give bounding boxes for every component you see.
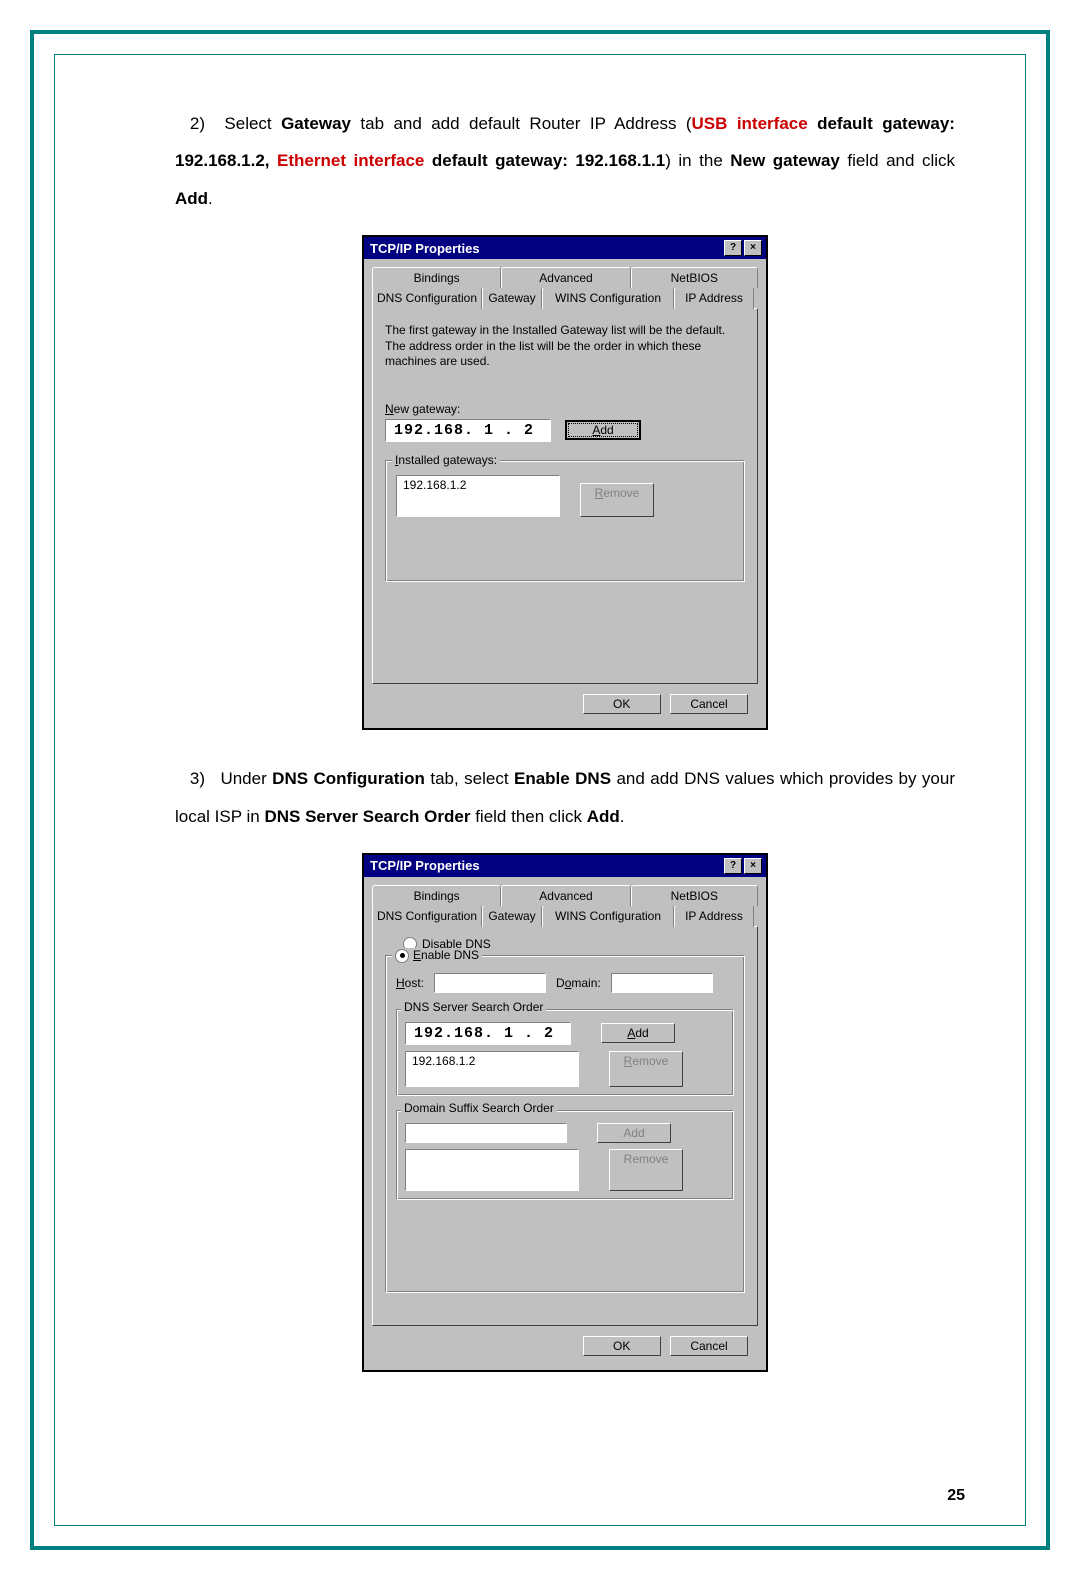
tab-advanced[interactable]: Advanced — [501, 885, 630, 906]
dns-search-order-label: DNS Server Search Order — [401, 1000, 546, 1014]
tab-wins-config[interactable]: WINS Configuration — [542, 905, 674, 927]
add-button[interactable]: Add — [601, 1023, 675, 1043]
add-button[interactable]: Add — [565, 420, 641, 440]
help-icon[interactable]: ? — [724, 858, 742, 874]
dns-server-list[interactable]: 192.168.1.2 — [405, 1051, 579, 1087]
tab-gateway[interactable]: Gateway — [482, 905, 542, 927]
remove-button[interactable]: Remove — [609, 1149, 683, 1191]
domain-label: Domain: — [556, 976, 601, 990]
tcpip-properties-dialog-gateway: TCP/IP Properties ? × Bindings Advanced … — [362, 235, 768, 730]
installed-gateways-list[interactable]: 192.168.1.2 — [396, 475, 560, 517]
tab-advanced[interactable]: Advanced — [501, 267, 630, 288]
dns-ip-input[interactable]: 192.168. 1 . 2 — [405, 1022, 571, 1045]
close-icon[interactable]: × — [744, 858, 762, 874]
page-number: 25 — [947, 1487, 965, 1505]
cancel-button[interactable]: Cancel — [670, 694, 748, 714]
remove-button[interactable]: Remove — [580, 483, 654, 517]
tab-dns-config[interactable]: DNS Configuration — [372, 905, 482, 927]
add-button[interactable]: Add — [597, 1123, 671, 1143]
new-gateway-input[interactable]: 192.168. 1 . 2 — [385, 419, 551, 442]
tab-bindings[interactable]: Bindings — [372, 885, 501, 906]
tab-ip-address[interactable]: IP Address — [674, 905, 754, 927]
tcpip-properties-dialog-dns: TCP/IP Properties ? × Bindings Advanced … — [362, 853, 768, 1372]
help-icon[interactable]: ? — [724, 240, 742, 256]
tab-netbios[interactable]: NetBIOS — [631, 885, 758, 906]
tab-gateway[interactable]: Gateway — [482, 287, 542, 309]
tab-wins-config[interactable]: WINS Configuration — [542, 287, 674, 309]
ok-button[interactable]: OK — [583, 1336, 661, 1356]
cancel-button[interactable]: Cancel — [670, 1336, 748, 1356]
host-input[interactable] — [434, 973, 546, 993]
titlebar: TCP/IP Properties ? × — [364, 855, 766, 877]
tab-dns-config[interactable]: DNS Configuration — [372, 287, 482, 309]
step-number: 2) — [175, 105, 205, 142]
close-icon[interactable]: × — [744, 240, 762, 256]
enable-dns-radio[interactable]: Enable DNS — [392, 948, 482, 962]
dialog-title: TCP/IP Properties — [370, 241, 480, 256]
domain-suffix-label: Domain Suffix Search Order — [401, 1101, 557, 1115]
step-number: 3) — [175, 760, 205, 797]
installed-gateways-label: Installed gateways: — [392, 453, 500, 467]
gateway-help-text: The first gateway in the Installed Gatew… — [385, 323, 745, 370]
instruction-step-2: 2) Select Gateway tab and add default Ro… — [175, 105, 955, 217]
titlebar: TCP/IP Properties ? × — [364, 237, 766, 259]
suffix-input[interactable] — [405, 1123, 567, 1143]
remove-button[interactable]: Remove — [609, 1051, 683, 1087]
ok-button[interactable]: OK — [583, 694, 661, 714]
tab-ip-address[interactable]: IP Address — [674, 287, 754, 309]
new-gateway-label: New gateway: — [385, 402, 745, 416]
radio-icon — [395, 949, 409, 963]
instruction-step-3: 3) Under DNS Configuration tab, select E… — [175, 760, 955, 835]
tab-bindings[interactable]: Bindings — [372, 267, 501, 288]
domain-input[interactable] — [611, 973, 713, 993]
dialog-title: TCP/IP Properties — [370, 858, 480, 873]
tab-netbios[interactable]: NetBIOS — [631, 267, 758, 288]
host-label: Host: — [396, 976, 424, 990]
suffix-list[interactable] — [405, 1149, 579, 1191]
